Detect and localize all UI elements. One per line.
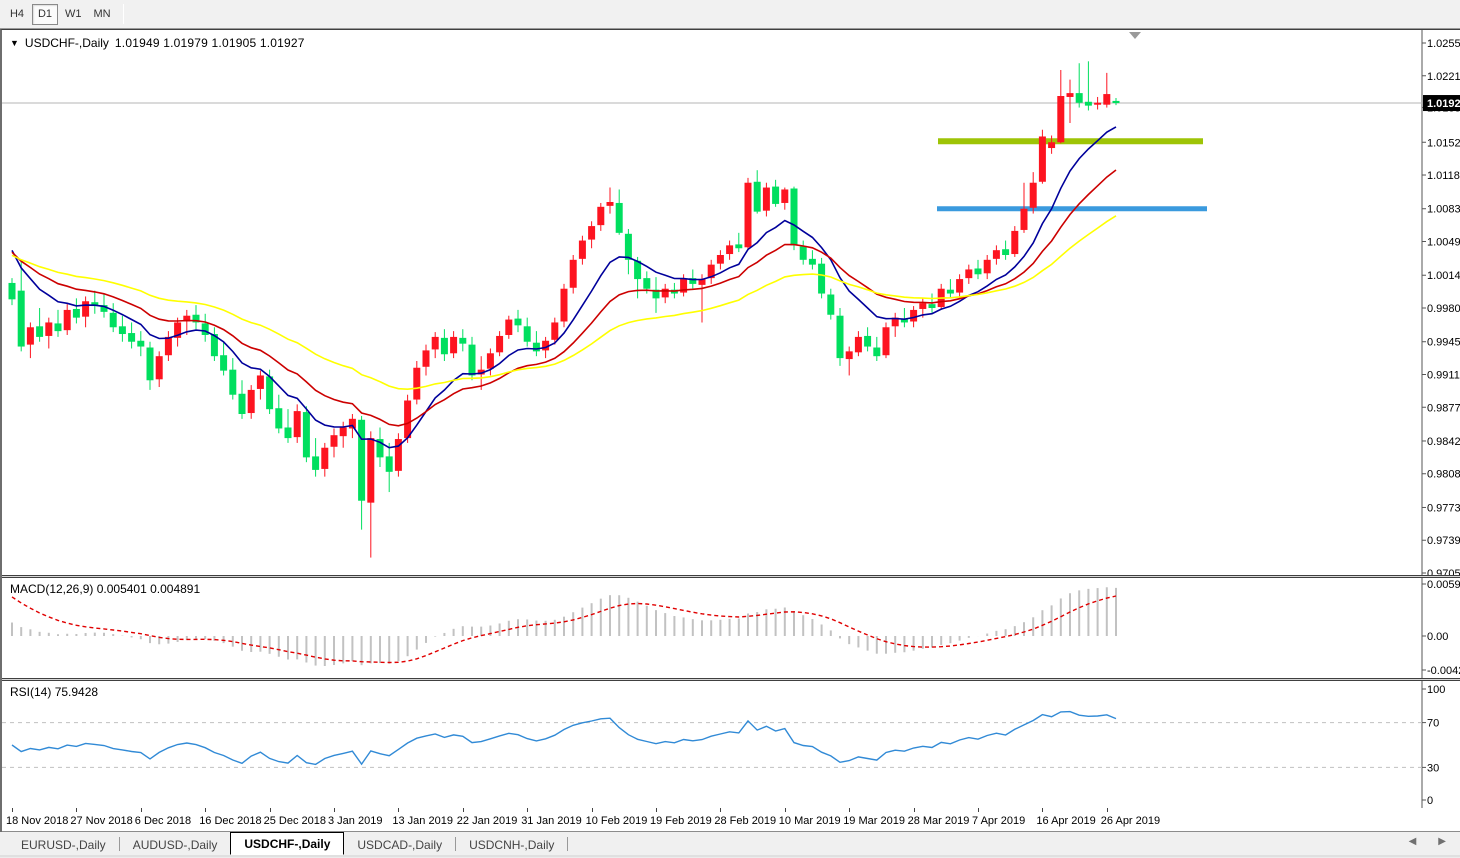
svg-text:1.00490: 1.00490 xyxy=(1427,237,1460,249)
date-label: 16 Dec 2018 xyxy=(199,815,262,827)
date-label: 10 Feb 2019 xyxy=(585,815,648,827)
svg-text:0.00597: 0.00597 xyxy=(1427,579,1460,591)
date-label: 13 Jan 2019 xyxy=(392,815,453,827)
svg-text:1.02550: 1.02550 xyxy=(1427,38,1460,50)
symbol-tab-bar: EURUSD-,Daily AUDUSD-,Daily USDCHF-,Dail… xyxy=(0,832,1460,857)
date-label: 25 Dec 2018 xyxy=(263,815,326,827)
toolbar-separator xyxy=(122,4,124,24)
date-tick xyxy=(591,808,593,812)
chart-shift-marker-icon[interactable] xyxy=(1129,32,1141,39)
date-label: 3 Jan 2019 xyxy=(328,815,383,827)
tab-scroll-left-icon[interactable]: ◀ xyxy=(1408,836,1417,847)
date-tick xyxy=(1042,808,1044,812)
svg-text:1.02210: 1.02210 xyxy=(1427,71,1460,83)
main-price-pane[interactable]: 1.025501.022101.018801.015201.011801.008… xyxy=(2,30,1460,575)
tab-scroll-right-icon[interactable]: ▶ xyxy=(1438,836,1446,847)
date-tick xyxy=(913,808,915,812)
svg-text:30: 30 xyxy=(1427,762,1439,774)
tab-divider xyxy=(455,837,457,851)
date-label: 27 Nov 2018 xyxy=(70,815,133,827)
date-tick xyxy=(978,808,979,812)
date-label: 26 Apr 2019 xyxy=(1100,815,1161,827)
timeframe-toolbar: H4 D1 W1 MN xyxy=(0,0,1460,29)
date-label: 6 Dec 2018 xyxy=(134,815,192,827)
date-label: 19 Mar 2019 xyxy=(843,815,905,827)
date-tick xyxy=(1106,808,1108,812)
tab-usdchf[interactable]: USDCHF-,Daily xyxy=(230,832,345,855)
date-axis[interactable]: 18 Nov 2018 27 Nov 2018 6 Dec 2018 16 Dec 2… xyxy=(2,808,1460,832)
date-label: 28 Mar 2019 xyxy=(907,815,970,827)
date-label: 7 Apr 2019 xyxy=(972,815,1026,827)
macd-chart[interactable]: 0.00597 0.00 -0.00424 xyxy=(2,578,1460,678)
date-tick xyxy=(462,808,464,812)
date-tick xyxy=(334,808,335,812)
date-tick xyxy=(784,808,786,812)
timeframe-button-w1[interactable]: W1 xyxy=(60,3,87,25)
date-label: 28 Feb 2019 xyxy=(714,815,777,827)
tab-divider xyxy=(567,837,569,851)
date-tick xyxy=(269,808,271,812)
date-tick xyxy=(140,808,142,812)
date-tick xyxy=(12,808,13,812)
date-tick xyxy=(205,808,207,812)
date-tick xyxy=(76,808,78,812)
timeframe-button-h4[interactable]: H4 xyxy=(4,3,30,25)
tab-audusd[interactable]: AUDUSD-,Daily xyxy=(132,837,218,852)
macd-pane[interactable]: 0.005970.00-0.00424 MACD(12,26,9) 0.0054… xyxy=(2,578,1460,678)
candlestick-chart[interactable]: 1.025501.022101.018801.015201.011801.008… xyxy=(2,30,1460,575)
svg-text:1.00830: 1.00830 xyxy=(1427,204,1460,216)
date-tick xyxy=(398,808,400,812)
current-price-badge xyxy=(1423,95,1460,112)
tab-divider xyxy=(118,837,120,851)
tab-eurusd[interactable]: EURUSD-,Daily xyxy=(21,837,106,852)
tab-usdcad[interactable]: USDCAD-,Daily xyxy=(357,837,443,852)
pane-separator[interactable] xyxy=(2,678,1460,681)
date-label: 10 Mar 2019 xyxy=(778,815,841,827)
timeframe-button-d1[interactable]: D1 xyxy=(32,3,58,25)
date-label: 22 Jan 2019 xyxy=(456,815,518,827)
svg-text:70: 70 xyxy=(1427,718,1439,730)
svg-text:1.01927: 1.01927 xyxy=(1427,98,1460,110)
svg-text:1.01180: 1.01180 xyxy=(1427,170,1460,182)
chart-window: 1.025501.022101.018801.015201.011801.008… xyxy=(0,29,1460,832)
date-tick xyxy=(656,808,657,812)
pane-separator[interactable] xyxy=(2,575,1460,578)
svg-text:-0.00424: -0.00424 xyxy=(1427,665,1460,677)
tab-usdcnh[interactable]: USDCNH-,Daily xyxy=(469,837,555,852)
svg-text:1.01520: 1.01520 xyxy=(1427,137,1460,149)
svg-text:0.00: 0.00 xyxy=(1427,631,1448,643)
svg-text:0: 0 xyxy=(1427,795,1433,807)
rsi-chart[interactable]: 100 70 30 0 xyxy=(2,681,1460,808)
date-label: 16 Apr 2019 xyxy=(1036,815,1096,827)
date-tick xyxy=(720,808,722,812)
date-label: 18 Nov 2018 xyxy=(6,815,69,827)
rsi-pane[interactable]: 100 70 30 0 RSI(14) 75.9428 xyxy=(2,681,1460,808)
timeframe-button-mn[interactable]: MN xyxy=(88,3,116,25)
date-tick xyxy=(849,808,851,812)
date-tick xyxy=(527,808,529,812)
svg-text:0.97050: 0.97050 xyxy=(1427,568,1460,575)
date-label: 19 Feb 2019 xyxy=(650,815,712,827)
date-label: 31 Jan 2019 xyxy=(521,815,582,827)
svg-text:100: 100 xyxy=(1427,684,1445,696)
